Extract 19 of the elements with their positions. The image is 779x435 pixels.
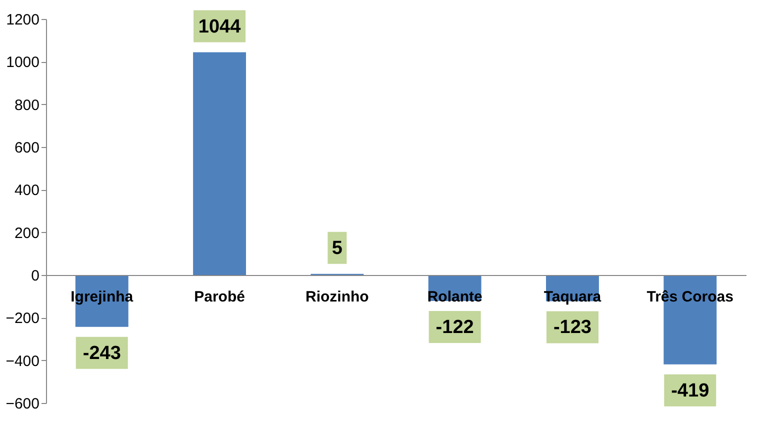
data-label: -419 [671,380,710,402]
y-tick-label: −600 [6,396,40,412]
y-tick-label: 1200 [6,12,40,28]
x-tick-label: Parobé [194,288,245,306]
x-tick-label: Riozinho [306,288,369,306]
data-label: -123 [553,317,592,338]
y-tick-label: −200 [6,310,40,328]
data-label: 5 [332,238,343,259]
y-tick-label: −400 [6,352,40,370]
y-tick-label: 1000 [6,54,40,72]
y-tick-label: 400 [14,182,40,200]
bar [193,52,246,275]
y-tick-label: 0 [31,268,40,284]
data-label: -243 [82,342,121,364]
y-tick-label: 800 [14,96,40,114]
y-tick-label: 600 [14,140,40,156]
y-tick-label: 200 [14,224,40,242]
data-label: 1044 [198,16,242,38]
data-label: -122 [436,317,474,338]
